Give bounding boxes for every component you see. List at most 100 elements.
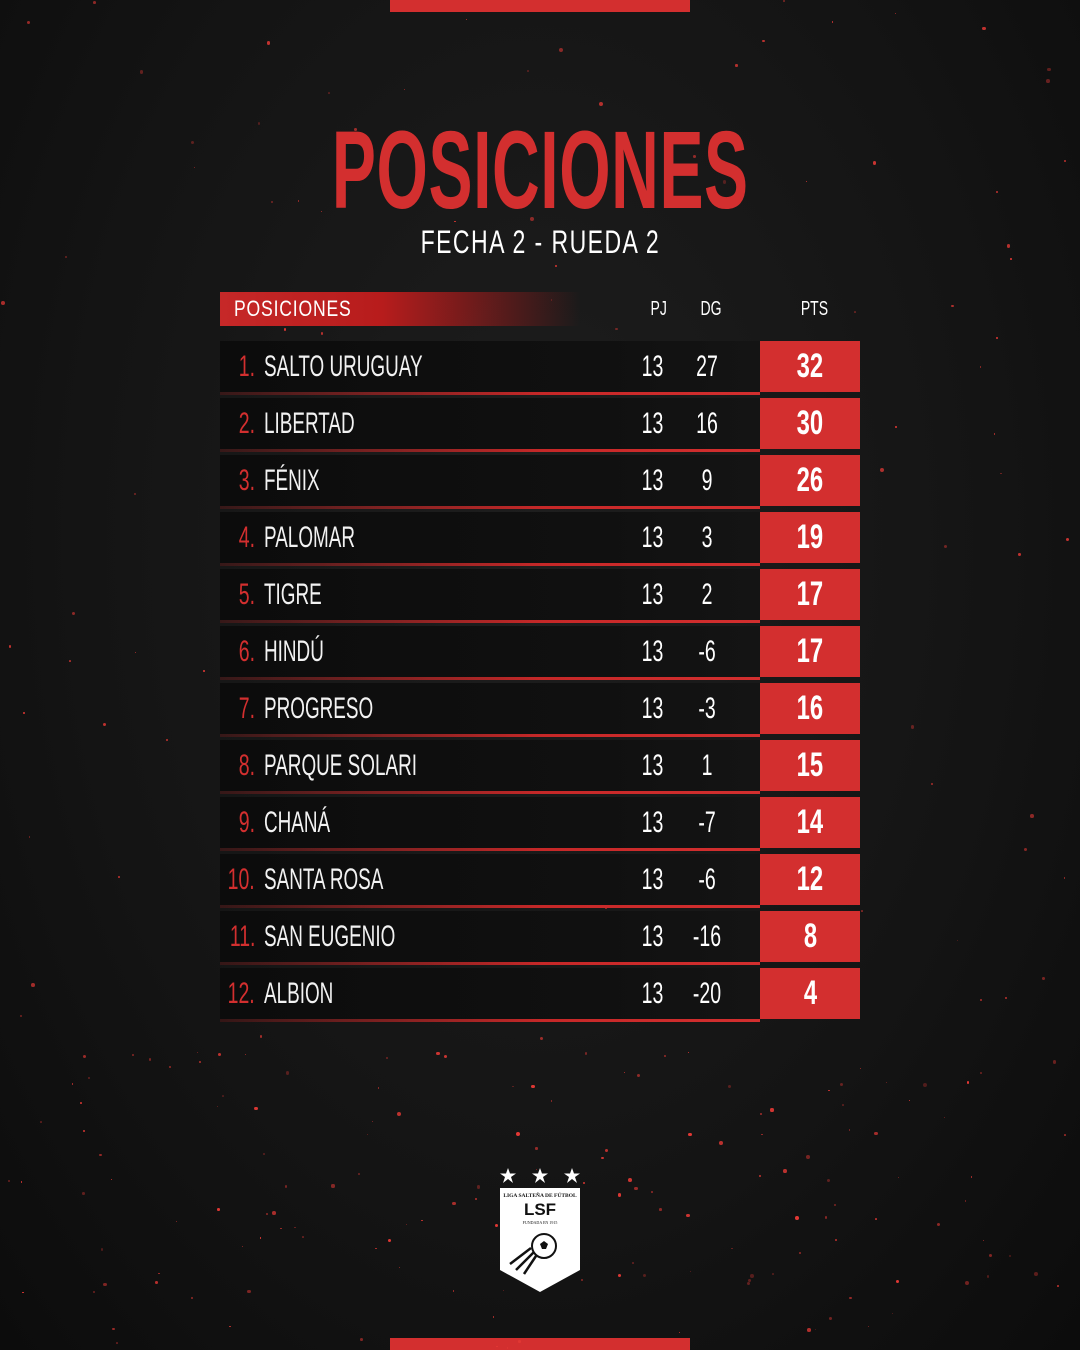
particle: [814, 1328, 817, 1331]
particle: [530, 217, 535, 222]
particle: [604, 1148, 608, 1152]
particle: [88, 1076, 91, 1079]
particle: [806, 1155, 811, 1159]
particle: [80, 1102, 82, 1104]
particle: [658, 1208, 662, 1211]
team-name: PROGRESO: [264, 692, 374, 725]
played-value: 13: [641, 863, 664, 896]
particle: [651, 1191, 653, 1193]
team-name: SANTA ROSA: [264, 863, 384, 896]
position-number: 10.: [227, 863, 255, 896]
particle: [165, 738, 168, 741]
goal-difference-value: 27: [696, 350, 718, 383]
particle: [874, 1218, 877, 1221]
row-divider: [220, 506, 760, 509]
goal-difference-value: 2: [701, 578, 713, 611]
particle: [103, 1282, 107, 1286]
particle: [360, 1338, 364, 1342]
points-box: 15: [760, 740, 860, 791]
particle: [358, 1173, 360, 1176]
particle: [982, 1239, 985, 1242]
particle: [217, 1053, 221, 1057]
played-value: 13: [641, 749, 664, 782]
particle: [9, 645, 12, 648]
particle: [229, 1325, 231, 1327]
particle: [421, 1220, 423, 1222]
particle: [465, 18, 467, 20]
particle: [770, 1108, 774, 1112]
goal-difference-value: 1: [701, 749, 713, 782]
team-name: LIBERTAD: [264, 407, 355, 440]
team-name: PALOMAR: [264, 521, 356, 554]
team-name: FÉNIX: [264, 464, 320, 497]
particle: [302, 1236, 305, 1238]
row-background: [220, 512, 760, 563]
played-value: 13: [641, 977, 664, 1010]
particle: [354, 127, 357, 131]
team-name: ALBION: [264, 977, 334, 1010]
points-box: 16: [760, 683, 860, 734]
row-divider: [220, 734, 760, 737]
table-row: 6. HINDÚ 13 -6 17: [220, 626, 860, 680]
particle: [93, 1, 97, 5]
particle: [69, 659, 72, 662]
goal-difference-value: -6: [698, 863, 716, 896]
position-number: 8.: [238, 749, 255, 782]
header-pts: PTS: [800, 298, 829, 320]
particle: [1065, 537, 1070, 542]
particle: [908, 1100, 910, 1102]
particle: [254, 1106, 258, 1111]
particle: [1030, 814, 1034, 818]
particle: [398, 1266, 400, 1268]
svg-text:LIGA SALTEÑA DE FÚTBOL: LIGA SALTEÑA DE FÚTBOL: [503, 1191, 577, 1199]
particle: [910, 725, 915, 729]
particle: [750, 1273, 755, 1278]
particle: [685, 1213, 690, 1218]
particle: [957, 940, 959, 942]
particle: [980, 1071, 983, 1074]
particle: [1010, 258, 1013, 260]
particle: [531, 1084, 535, 1089]
points-box: 12: [760, 854, 860, 905]
particle: [139, 70, 144, 74]
particle: [1018, 553, 1021, 556]
particle: [996, 191, 999, 194]
particle: [783, 1168, 787, 1173]
particle: [266, 1213, 268, 1215]
particle: [110, 1178, 112, 1181]
table-header: POSICIONES PJ DG PTS: [220, 292, 860, 326]
particle: [872, 161, 877, 165]
particle: [7, 1179, 10, 1182]
particle: [996, 337, 999, 339]
points-value: 32: [796, 347, 824, 385]
row-divider: [220, 620, 760, 623]
particle: [65, 256, 68, 259]
particle: [583, 1181, 586, 1184]
row-background: [220, 740, 760, 791]
particle: [98, 1153, 102, 1157]
played-value: 13: [641, 806, 664, 839]
particle: [203, 669, 205, 672]
particle: [951, 305, 954, 308]
row-divider: [220, 392, 760, 395]
particle: [891, 1312, 894, 1315]
particle: [266, 40, 271, 45]
particle: [719, 1141, 723, 1145]
particle: [133, 493, 136, 496]
goal-difference-value: -16: [692, 920, 722, 953]
points-box: 30: [760, 398, 860, 449]
particle: [190, 1296, 194, 1300]
particle: [885, 1081, 887, 1083]
particle: [860, 909, 863, 912]
particle: [1008, 1254, 1011, 1257]
particle: [320, 210, 323, 212]
table-row: 1. SALTO URUGUAY 13 27 32: [220, 341, 860, 395]
particle: [600, 1156, 604, 1160]
goal-difference-value: -20: [692, 977, 722, 1010]
points-box: 14: [760, 797, 860, 848]
particle: [72, 612, 76, 616]
played-value: 13: [641, 521, 664, 554]
particle: [1000, 472, 1002, 474]
particle: [502, 1290, 504, 1292]
particle: [859, 1067, 862, 1070]
